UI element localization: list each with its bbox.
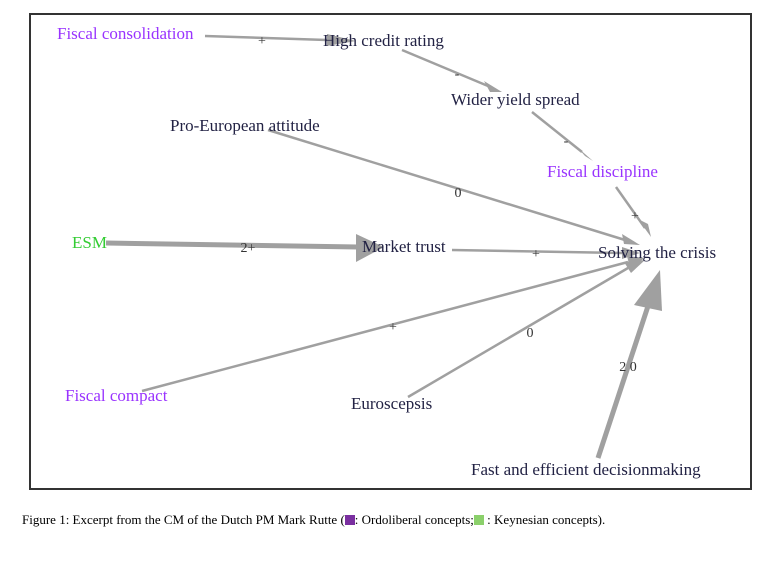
edge-yield-discipline-arrowhead <box>577 147 593 161</box>
edge-proeuropean-crisis-arrowhead <box>622 234 640 245</box>
edge-euroscepsis-crisis-arrowhead <box>624 260 645 273</box>
edge-sign-label: - <box>455 67 460 82</box>
cognitive-map: + - - + 0 2+ + + 0 2 0 Fiscal consolidat… <box>29 13 752 490</box>
edge-sign-label: + <box>389 320 397 335</box>
caption-prefix: Figure 1: Excerpt from the CM of the Dut… <box>22 512 345 527</box>
node-fiscal-consolidation: Fiscal consolidation <box>57 24 194 43</box>
edge-consolidation-credit <box>204 34 328 42</box>
edge-esm-trust-arrowhead <box>356 234 384 262</box>
edge-sign-label: - <box>564 134 569 149</box>
keynesian-swatch <box>473 515 484 525</box>
edge-credit-yield-arrowhead <box>484 81 502 92</box>
edge-proeuropean-crisis <box>267 128 626 242</box>
edge-sign-label: + <box>258 34 266 49</box>
node-fast-decisionmaking: Fast and efficient decisionmaking <box>471 460 701 479</box>
edge-decisionmaking-crisis <box>595 299 653 459</box>
edge-consolidation-credit-arrowhead <box>327 34 356 46</box>
edge-credit-yield <box>401 48 489 88</box>
caption-ordoliberal: : Ordoliberal concepts; <box>354 512 474 527</box>
node-fiscal-compact: Fiscal compact <box>65 386 168 405</box>
node-esm: ESM <box>72 233 107 252</box>
edge-trust-crisis-arrowhead <box>622 247 640 259</box>
caption-keynesian: : Keynesian concepts). <box>483 512 606 527</box>
edge-sign-label: 2 0 <box>619 360 637 375</box>
node-wider-yield-spread: Wider yield spread <box>451 90 580 109</box>
edge-discipline-crisis-arrowhead <box>638 219 651 237</box>
edge-sign-label: + <box>631 209 639 224</box>
edge-sign-label: 2+ <box>241 241 256 256</box>
edge-trust-crisis <box>451 248 623 255</box>
edge-sign-label: 0 <box>455 186 462 201</box>
node-pro-european-attitude: Pro-European attitude <box>170 116 320 135</box>
edge-yield-discipline <box>531 111 583 153</box>
edge-sign-label: 0 <box>527 326 534 341</box>
edge-sign-label: + <box>532 247 540 262</box>
figure-caption: Figure 1: Excerpt from the CM of the Dut… <box>22 512 762 528</box>
ordoliberal-swatch <box>344 515 355 525</box>
edge-compact-crisis <box>141 260 629 393</box>
edge-decisionmaking-crisis-arrowhead <box>634 270 662 311</box>
diagram-frame <box>29 13 752 490</box>
node-fiscal-discipline: Fiscal discipline <box>547 162 658 181</box>
node-euroscepsis: Euroscepsis <box>351 394 432 413</box>
node-high-credit-rating: High credit rating <box>323 31 444 50</box>
node-solving-the-crisis: Solving the crisis <box>598 243 716 262</box>
edge-euroscepsis-crisis <box>407 266 629 399</box>
node-market-trust: Market trust <box>362 237 446 256</box>
edge-esm-trust <box>105 240 359 250</box>
